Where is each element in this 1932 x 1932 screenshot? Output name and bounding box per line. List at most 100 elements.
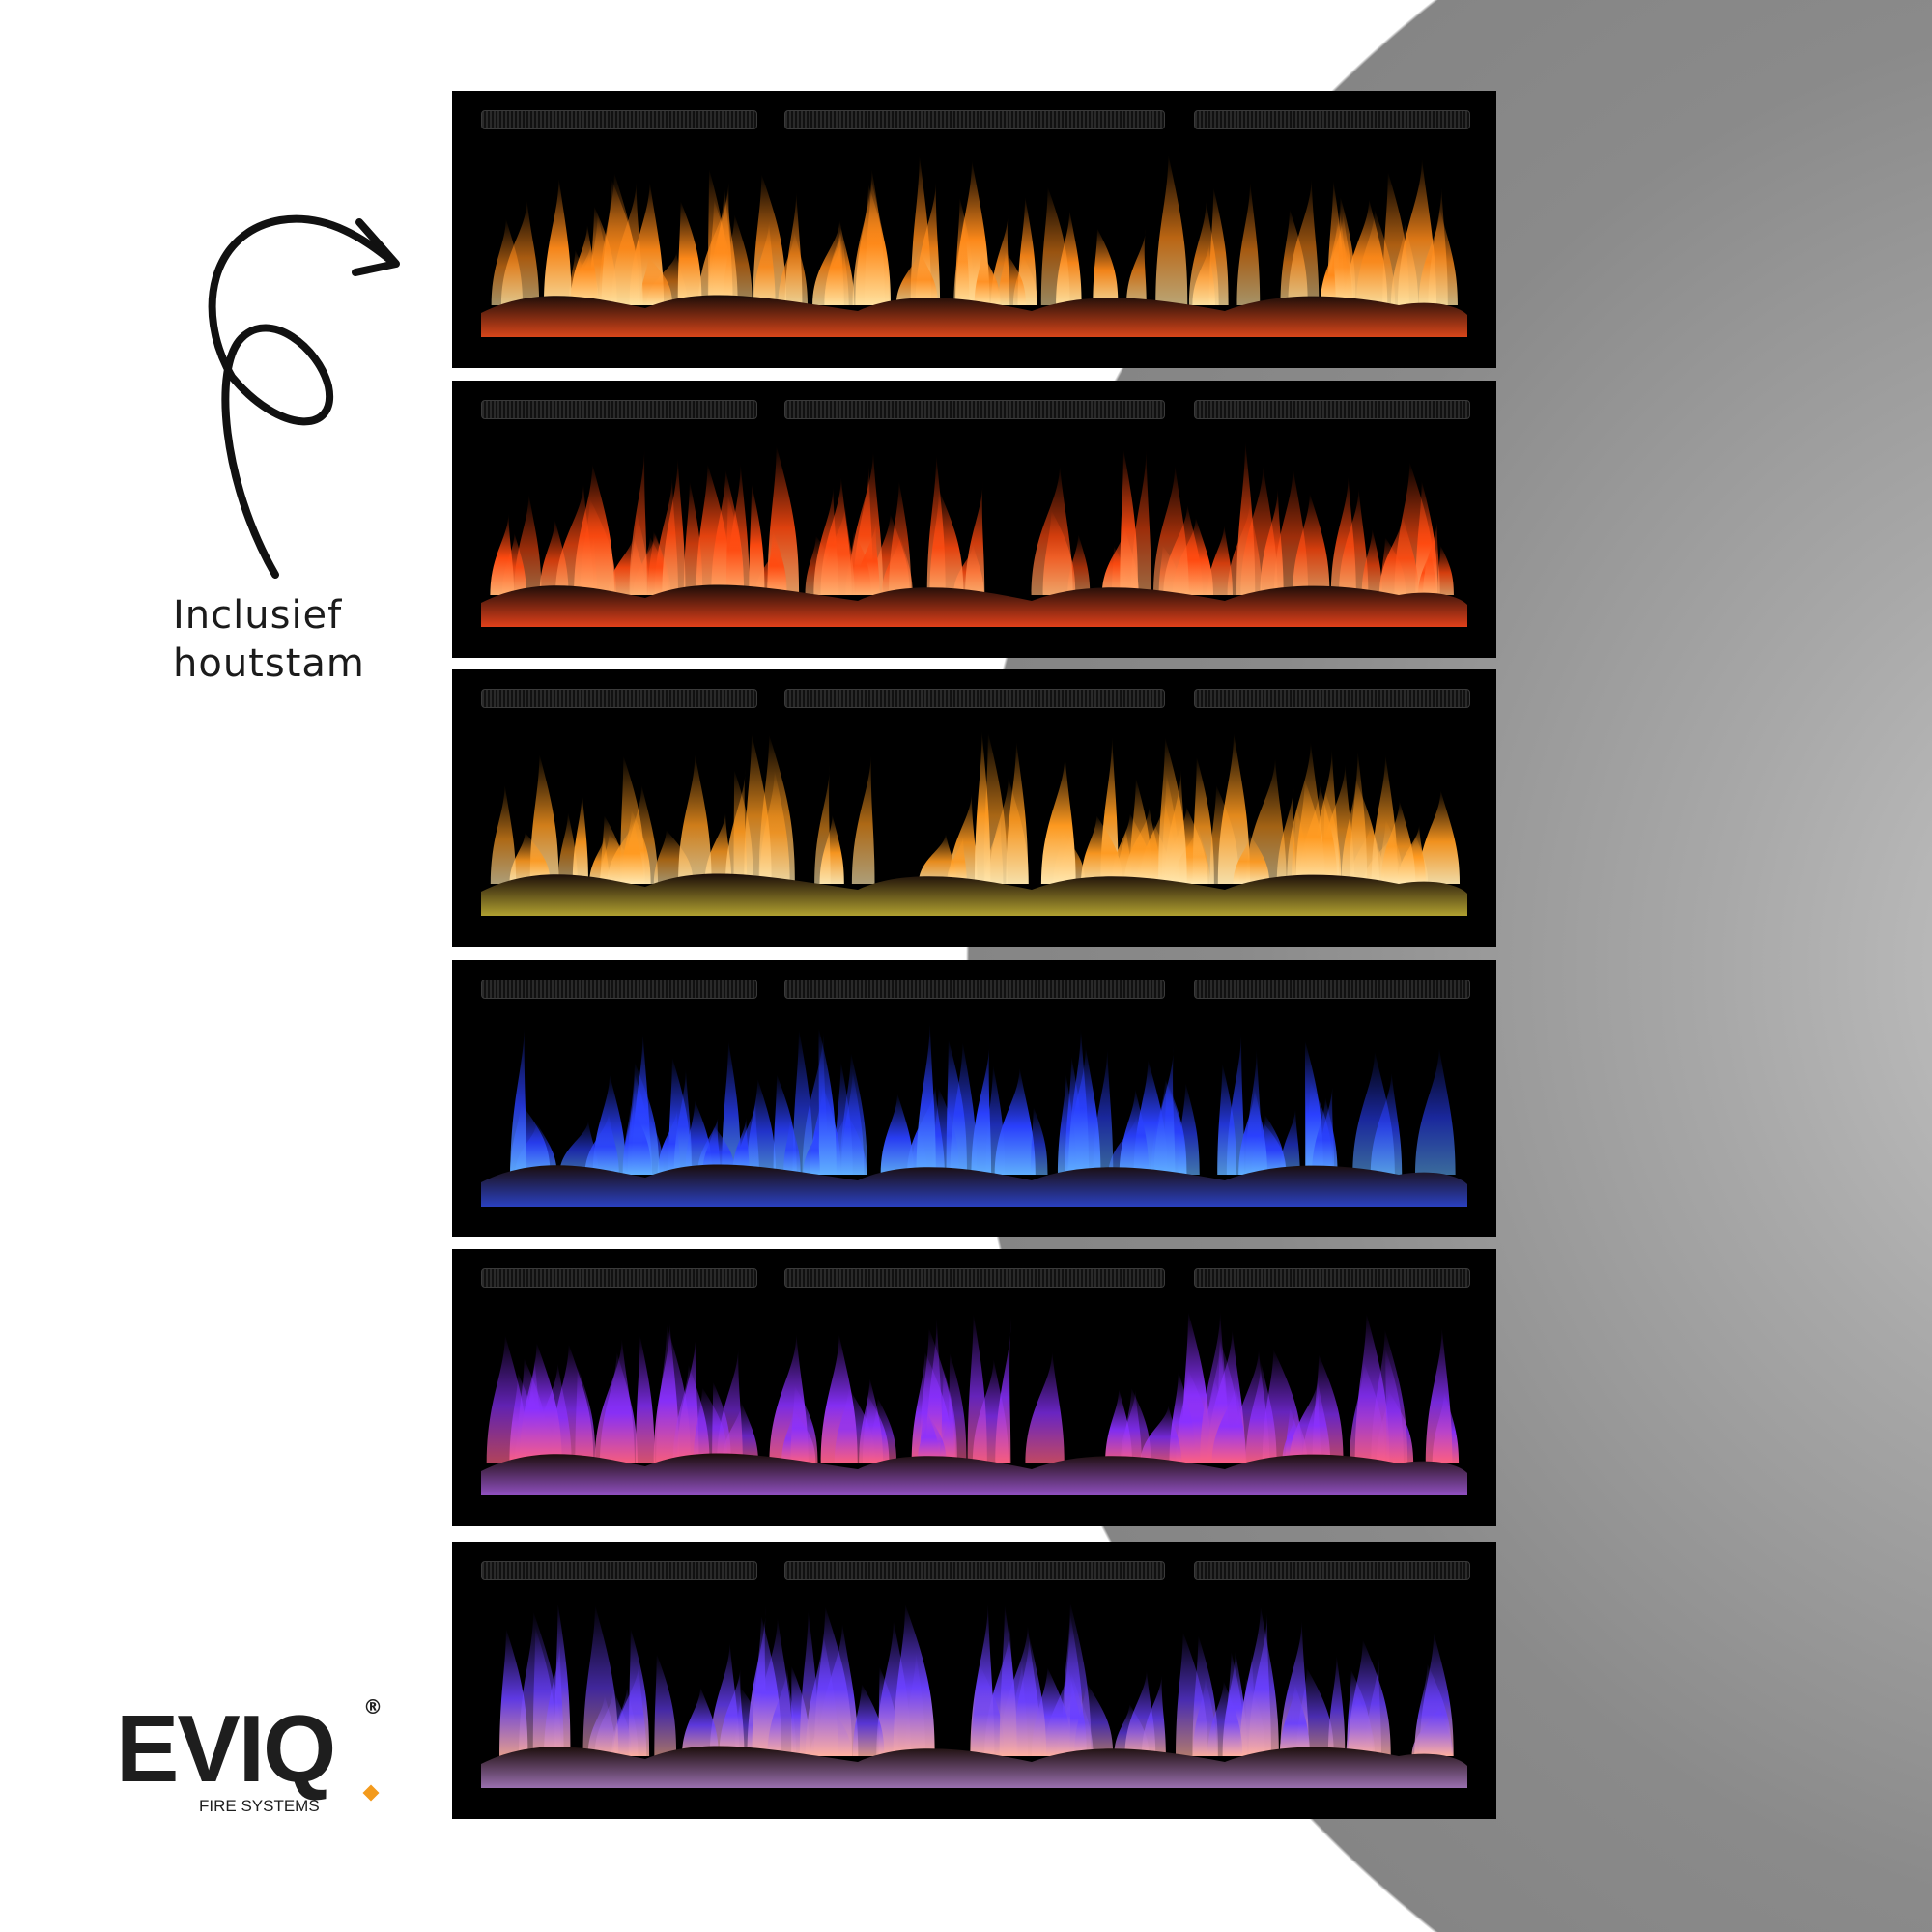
flame <box>1123 806 1162 884</box>
flame <box>1211 1380 1247 1463</box>
flame <box>1437 545 1454 595</box>
flame <box>947 834 967 884</box>
flame <box>749 483 765 595</box>
flame <box>1233 834 1270 884</box>
flame <box>582 1605 619 1756</box>
flame <box>544 1636 564 1756</box>
flame <box>1006 741 1029 884</box>
flame <box>864 168 885 305</box>
flame <box>683 480 703 595</box>
flame <box>1428 186 1448 305</box>
vent-grille <box>481 1561 757 1580</box>
flame <box>607 816 644 884</box>
flame <box>1025 1350 1065 1463</box>
flame <box>812 219 855 305</box>
flame <box>995 1316 1011 1463</box>
vent-grille <box>1194 400 1470 419</box>
flame <box>1178 1082 1200 1175</box>
log-bed <box>481 1453 1467 1495</box>
fireplace-panel-red <box>452 381 1496 658</box>
flame <box>1217 1063 1237 1175</box>
vent-grille <box>1194 110 1470 129</box>
flame <box>1158 737 1187 884</box>
fireplace-panel-orange <box>452 91 1496 368</box>
caption-line-2: houtstam <box>173 641 365 686</box>
curved-arrow-icon <box>208 214 400 579</box>
vent-grille <box>1194 1268 1470 1288</box>
flame <box>813 1605 853 1756</box>
flame <box>722 1040 741 1175</box>
flame <box>790 1385 818 1463</box>
flame <box>693 1387 728 1463</box>
flame <box>697 189 738 305</box>
flame <box>1354 1313 1390 1463</box>
flame <box>1414 1662 1452 1756</box>
flame <box>767 1665 797 1756</box>
flame <box>509 832 551 884</box>
flame <box>1415 1046 1456 1175</box>
flame <box>726 495 744 595</box>
vent-grille <box>1194 689 1470 708</box>
flame <box>1068 1028 1090 1175</box>
vent-grille <box>481 980 757 999</box>
flame <box>1217 732 1251 884</box>
logo-accent <box>362 1784 380 1802</box>
flame <box>1330 220 1353 305</box>
flame <box>1130 447 1151 595</box>
vent-grille <box>481 1268 757 1288</box>
flame <box>753 220 776 305</box>
flame <box>704 811 732 884</box>
flame <box>994 1067 1036 1175</box>
eviq-logo: EVIQ ® FIRE SYSTEMS <box>116 1695 396 1821</box>
flame <box>953 208 970 305</box>
flame <box>1348 1639 1391 1756</box>
flame <box>600 1351 638 1463</box>
flame <box>1030 1106 1048 1175</box>
flame <box>1013 1634 1047 1756</box>
flame <box>584 1112 619 1175</box>
flame <box>1380 800 1416 884</box>
flame <box>998 251 1027 305</box>
flame <box>639 256 673 305</box>
flame <box>919 1406 940 1463</box>
flame <box>767 529 787 595</box>
vent-grille <box>784 689 1165 708</box>
flame <box>732 1116 750 1175</box>
flame <box>974 253 1001 305</box>
flame <box>851 751 875 884</box>
flame <box>1093 228 1119 305</box>
vent-grille <box>784 110 1165 129</box>
flame <box>719 1665 745 1756</box>
log-bed <box>481 1164 1467 1207</box>
flame <box>941 1367 957 1463</box>
vent-grille <box>1194 980 1470 999</box>
flame <box>747 1078 777 1175</box>
flame <box>490 513 515 595</box>
flame <box>841 1069 865 1175</box>
vent-grille <box>481 400 757 419</box>
flame <box>500 199 540 305</box>
logo-tagline: FIRE SYSTEMS <box>199 1797 320 1815</box>
vent-grille <box>784 980 1165 999</box>
log-bed <box>481 295 1467 337</box>
flame <box>1350 750 1368 884</box>
flame <box>818 1028 837 1175</box>
flame <box>1153 1042 1176 1175</box>
flame <box>1418 790 1461 884</box>
vent-grille <box>481 110 757 129</box>
flame <box>784 191 803 305</box>
flame <box>1153 465 1189 595</box>
flame <box>1327 1655 1346 1756</box>
flame <box>1425 1326 1453 1463</box>
fireplace-panel-blue <box>452 960 1496 1237</box>
flame <box>611 180 643 305</box>
fireplace-panel-purple <box>452 1542 1496 1819</box>
flame <box>1423 518 1440 595</box>
flame <box>965 479 985 595</box>
flame <box>918 833 957 884</box>
flame <box>1208 1680 1243 1756</box>
log-bed <box>481 1746 1467 1788</box>
flame <box>967 1313 987 1463</box>
flame <box>1017 196 1037 305</box>
flame <box>1040 753 1076 884</box>
